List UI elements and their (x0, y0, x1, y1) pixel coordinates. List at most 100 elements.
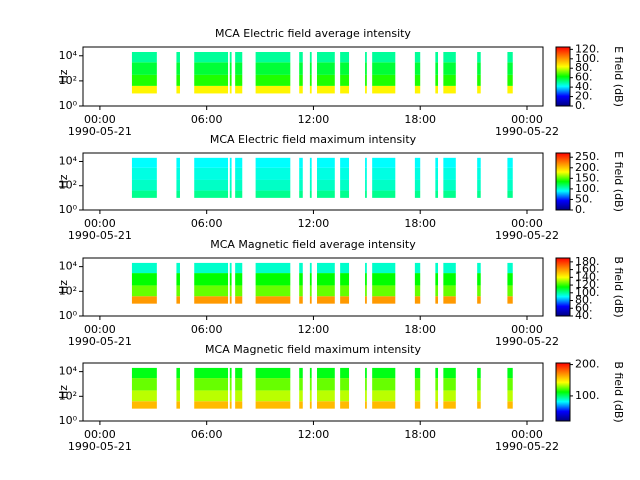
spectrogram-cell (340, 378, 350, 391)
spectrogram-cell (299, 378, 303, 391)
spectrogram-cell (176, 296, 180, 304)
spectrogram-cell (507, 190, 513, 198)
spectrogram-cell (131, 273, 157, 286)
spectrogram-cell (229, 273, 232, 286)
spectrogram-cell (340, 157, 350, 168)
colorbar-tick-label: 0. (575, 203, 586, 216)
spectrogram-cell (176, 390, 180, 402)
spectrogram-cell (176, 262, 180, 274)
spectrogram-cell (176, 190, 180, 198)
spectrogram-cell (443, 179, 456, 191)
spectrogram-cell (309, 367, 312, 379)
date-label: 1990-05-22 (495, 335, 559, 348)
spectrogram-cell (340, 179, 350, 191)
spectrogram-cell (372, 378, 396, 391)
x-tick-label: 00:00 (84, 113, 116, 126)
colorbar-tick-label: 80. (575, 294, 593, 307)
spectrogram-cell (435, 378, 439, 391)
spectrogram-cell (309, 190, 312, 198)
spectrogram-cell (340, 167, 350, 180)
spectrogram-cell (414, 157, 421, 168)
spectrogram-cell (194, 157, 229, 168)
spectrogram-cell (477, 367, 481, 379)
spectrogram-cell (365, 167, 367, 180)
spectrogram-cell (255, 378, 291, 391)
spectrogram-cell (443, 273, 456, 286)
spectrogram-cell (229, 367, 232, 379)
spectrogram-cell (435, 62, 439, 75)
spectrogram-cell (477, 285, 481, 297)
spectrogram-cell (317, 85, 335, 94)
spectrogram-cell (309, 378, 312, 391)
spectrogram-cell (365, 273, 367, 286)
spectrogram-cell (255, 285, 291, 297)
spectrogram-cell (317, 179, 335, 191)
spectrogram-cell (372, 367, 396, 379)
spectrogram-cell (255, 190, 291, 198)
spectrogram-cell (365, 179, 367, 191)
spectrogram-cell (317, 167, 335, 180)
spectrogram-cell (131, 179, 157, 191)
spectrogram-cell (309, 62, 312, 75)
spectrogram-cell (365, 62, 367, 75)
spectrogram-cell (414, 62, 421, 75)
y-axis-label: Hz (57, 385, 70, 399)
colorbar-tick-label: 160. (575, 263, 600, 276)
x-tick-label: 00:00 (511, 113, 543, 126)
spectrogram-cell (317, 367, 335, 379)
spectrogram-cell (507, 390, 513, 402)
colorbar-tick-label: 100. (575, 286, 600, 299)
spectrogram-cell (477, 401, 481, 409)
spectrogram-cell (435, 85, 439, 94)
spectrogram-cell (235, 179, 243, 191)
spectrogram-cell (176, 51, 180, 63)
spectrogram-cell (229, 190, 232, 198)
spectrogram-cell (507, 401, 513, 409)
spectrogram-cell (414, 273, 421, 286)
spectrogram-cell (365, 51, 367, 63)
x-tick-label: 00:00 (511, 323, 543, 336)
spectrogram-cell (194, 401, 229, 409)
spectrogram-cell (229, 85, 232, 94)
spectrogram-cell (194, 167, 229, 180)
colorbar (555, 362, 571, 422)
spectrogram-cell (435, 51, 439, 63)
spectrogram-cell (372, 51, 396, 63)
spectrogram-cell (229, 296, 232, 304)
spectrogram-cell (443, 62, 456, 75)
spectrogram-cell (443, 157, 456, 168)
spectrogram-cell (317, 273, 335, 286)
colorbar-label: B field (dB) (612, 361, 625, 422)
spectrogram-cell (317, 74, 335, 86)
spectrogram-cell (340, 62, 350, 75)
spectrogram-cell (255, 62, 291, 75)
spectrogram-cell (235, 285, 243, 297)
spectrogram-cell (435, 157, 439, 168)
y-axis-label: Hz (57, 174, 70, 188)
spectrogram-cell (372, 273, 396, 286)
spectrogram-cell (443, 167, 456, 180)
spectrogram-cell (131, 296, 157, 304)
spectrogram-cell (507, 273, 513, 286)
y-tick-label: 10² (59, 389, 77, 402)
spectrogram-cell (309, 74, 312, 86)
spectrogram-cell (255, 273, 291, 286)
spectrogram-cell (507, 51, 513, 63)
spectrogram-cell (299, 85, 303, 94)
spectrogram-cell (317, 390, 335, 402)
spectrogram-cell (372, 74, 396, 86)
spectrogram-cell (299, 390, 303, 402)
spectrogram-cell (372, 390, 396, 402)
spectrogram-cell (299, 51, 303, 63)
spectrogram-cell (477, 179, 481, 191)
spectrogram-cell (507, 62, 513, 75)
spectrogram-cell (299, 367, 303, 379)
y-tick-label: 10⁰ (59, 99, 78, 112)
spectrogram-cell (176, 285, 180, 297)
spectrogram-cell (235, 190, 243, 198)
spectrogram-cell (340, 74, 350, 86)
spectrogram-cell (435, 74, 439, 86)
spectrogram-cell (507, 85, 513, 94)
spectrogram-cell (365, 85, 367, 94)
